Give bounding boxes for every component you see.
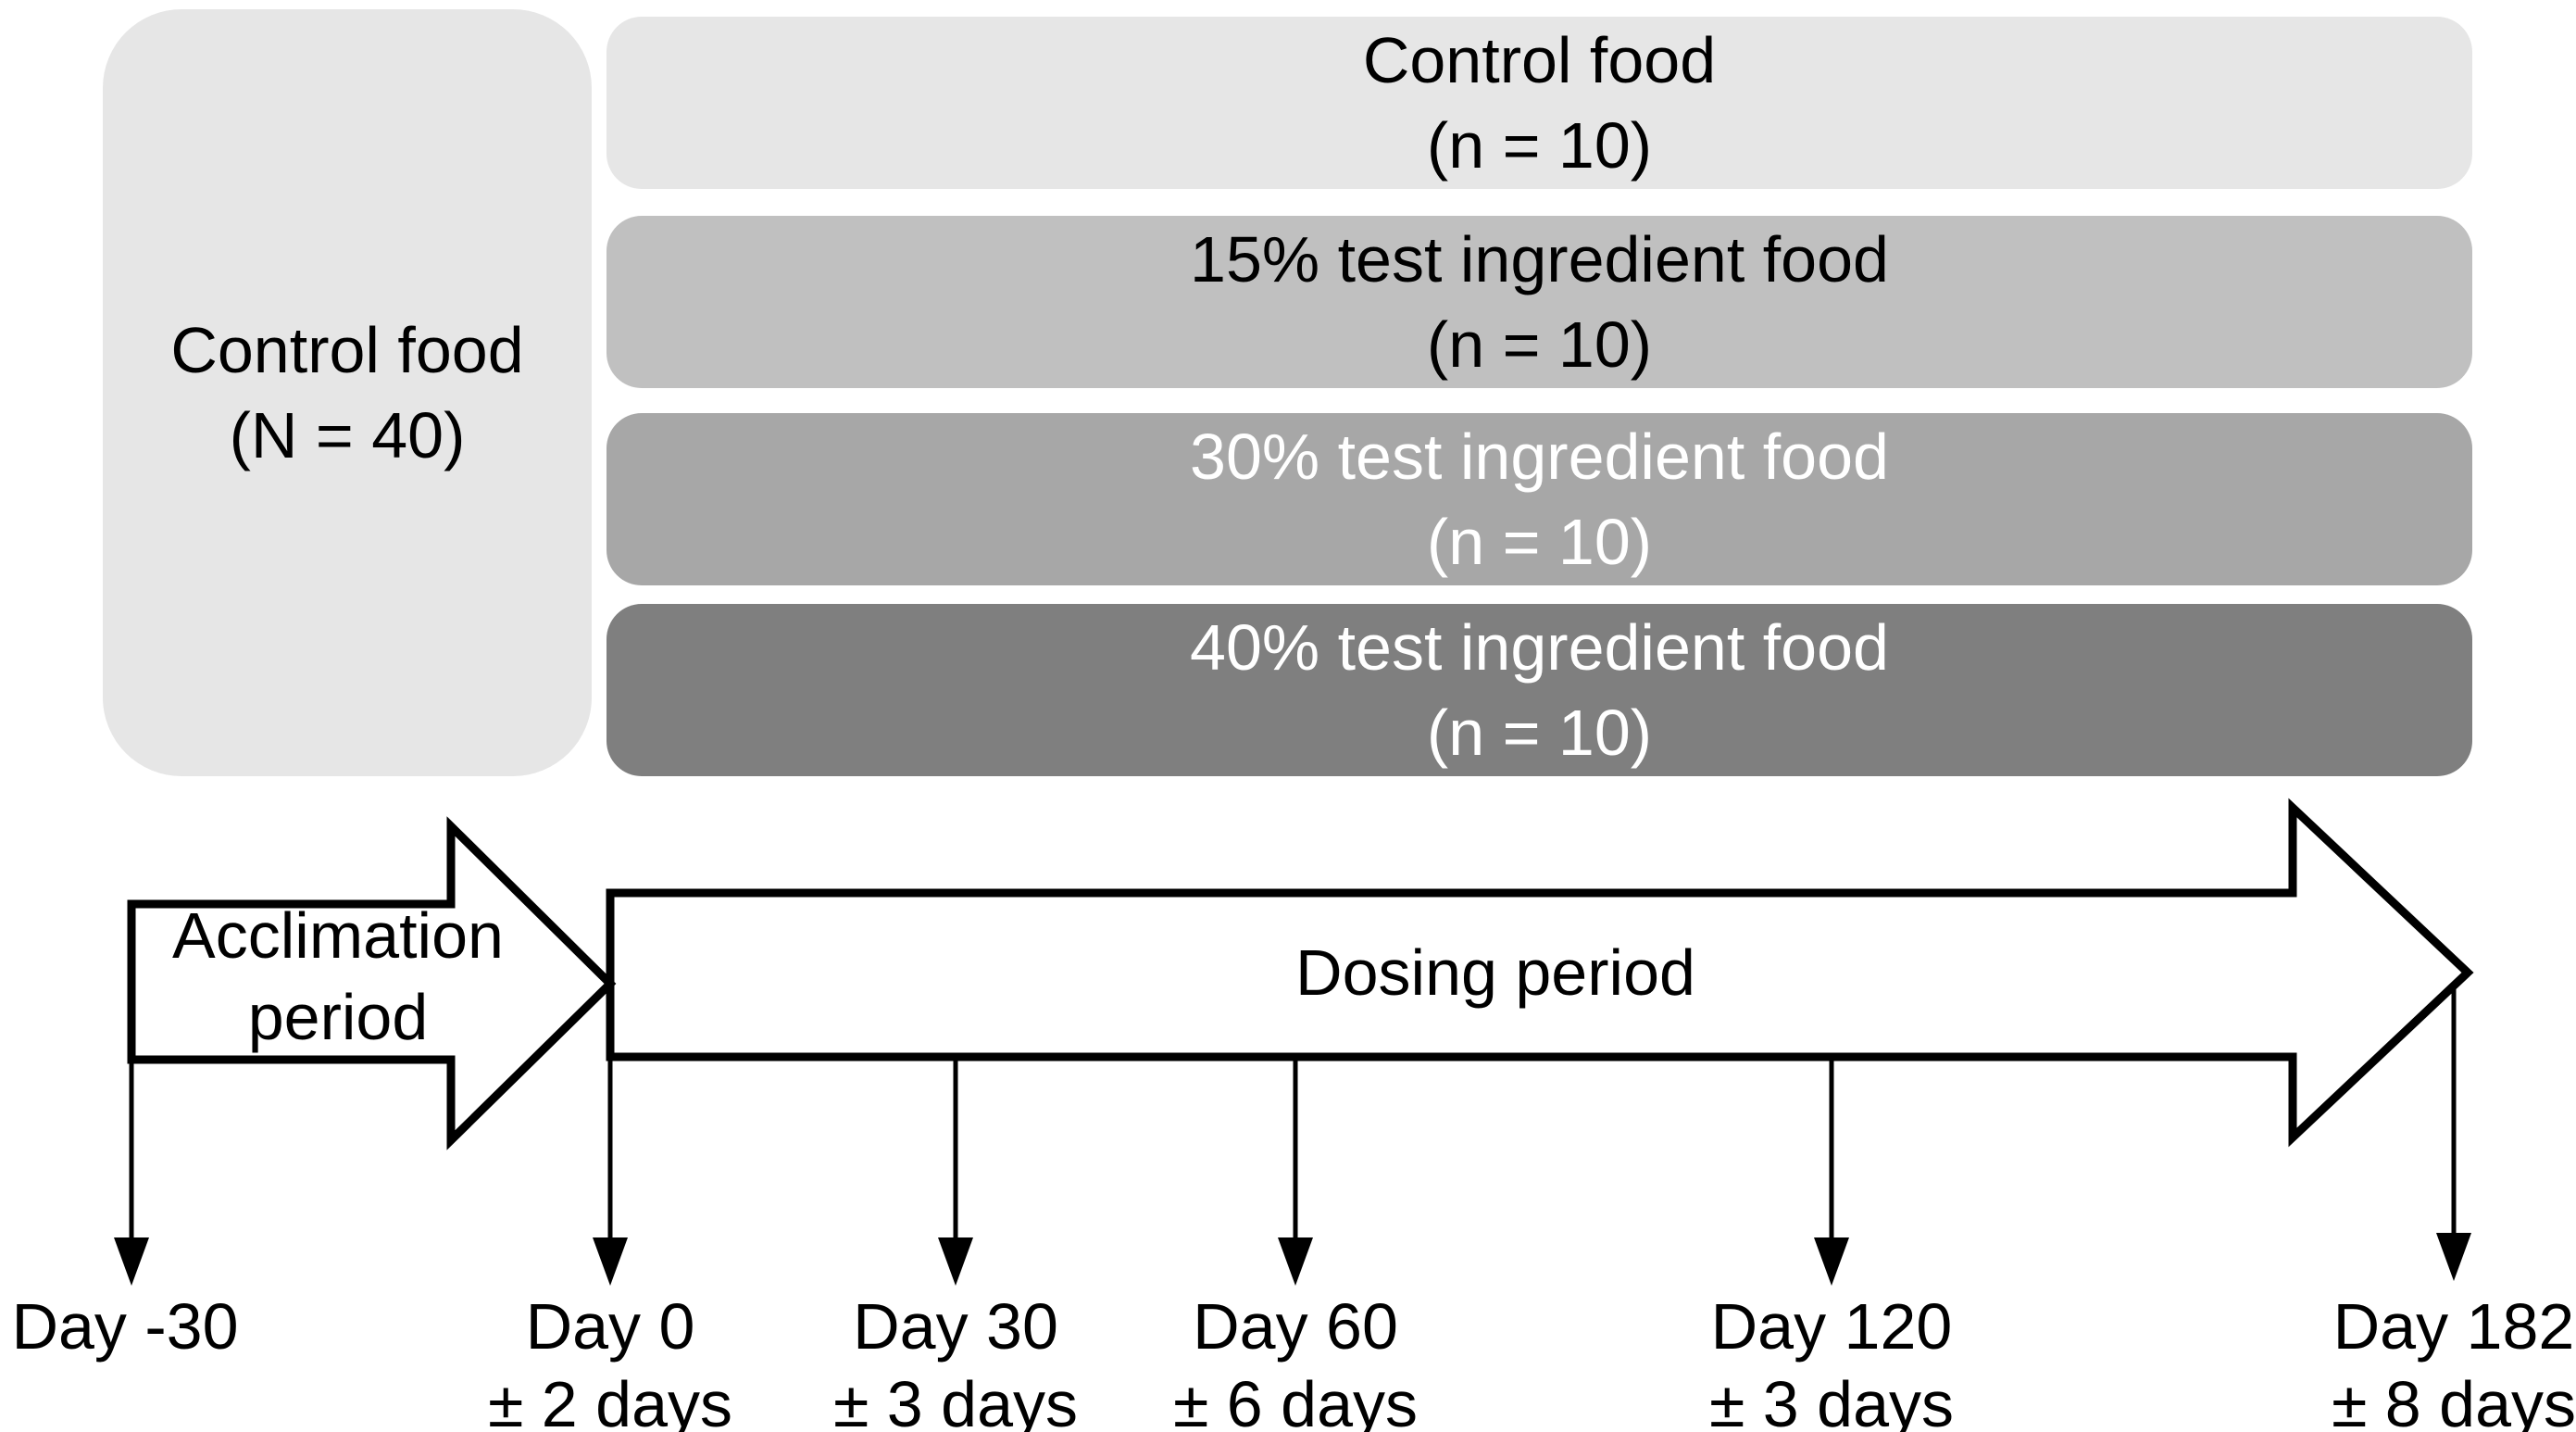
acclimation-label-line1: Acclimation [172,899,504,972]
tick-arrowhead-day-120 [1814,1237,1849,1286]
pooled-group-box: Control food (N = 40) [103,9,592,776]
group-bar-control: Control food (n = 10) [606,17,2472,189]
milestone-tolerance-text: ± 6 days [1172,1368,1419,1432]
tick-arrowhead-day-minus-30 [114,1237,149,1286]
milestone-day-text: Day 30 [853,1290,1058,1363]
dosing-arrow-shape [606,798,2474,1148]
milestone-day-120: Day 120 ± 3 days [1554,1288,2109,1432]
acclimation-arrow-shape [127,816,617,1150]
milestone-day-182: Day 182 ± 8 days [2176,1288,2576,1432]
milestone-tolerance-text: ± 3 days [1708,1368,1955,1432]
milestone-day-text: Day 0 [525,1290,695,1363]
milestone-day-0: Day 0 ± 2 days [332,1288,888,1432]
group-bar-label-line2: (n = 10) [1426,308,1653,381]
group-bar-label-line1: 30% test ingredient food [1190,421,1889,493]
milestone-day-30: Day 30 ± 3 days [678,1288,1233,1432]
tick-arrowhead-day-182 [2436,1233,2471,1281]
tick-arrowhead-day-0 [593,1237,628,1286]
pooled-group-label-line1: Control food [170,314,524,386]
milestone-day-text: Day 182 [2332,1290,2575,1363]
milestone-tolerance-text: ± 3 days [832,1368,1079,1432]
milestone-day-text: Day 60 [1193,1290,1398,1363]
milestone-day-60: Day 60 ± 6 days [1018,1288,1573,1432]
milestone-tolerance-text: ± 8 days [2331,1368,2576,1432]
group-bar-label-line1: 15% test ingredient food [1190,223,1889,295]
milestone-day-text: Day -30 [11,1290,239,1363]
milestone-tolerance-text: ± 2 days [487,1368,733,1432]
acclimation-label-line2: period [247,981,429,1053]
dosing-period-label: Dosing period [1218,937,1773,1008]
group-bar-label-line1: 40% test ingredient food [1190,611,1889,684]
dosing-label-text: Dosing period [1295,936,1695,1009]
milestone-day-text: Day 120 [1710,1290,1953,1363]
group-bar-label-line2: (n = 10) [1426,506,1653,578]
group-bar-label-line1: Control food [1362,24,1717,96]
milestone-day-minus-30: Day -30 [0,1288,403,1365]
group-bar-label-line2: (n = 10) [1426,109,1653,182]
milestone-tick-lines [114,974,2471,1286]
group-bar-30-percent: 30% test ingredient food (n = 10) [606,413,2472,585]
group-bar-40-percent: 40% test ingredient food (n = 10) [606,604,2472,776]
group-bar-label-line2: (n = 10) [1426,697,1653,769]
tick-arrowhead-day-30 [938,1237,973,1286]
tick-arrowhead-day-60 [1278,1237,1313,1286]
acclimation-period-label: Acclimation period [88,895,588,1058]
group-bar-15-percent: 15% test ingredient food (n = 10) [606,216,2472,388]
pooled-group-label-line2: (N = 40) [229,399,466,471]
